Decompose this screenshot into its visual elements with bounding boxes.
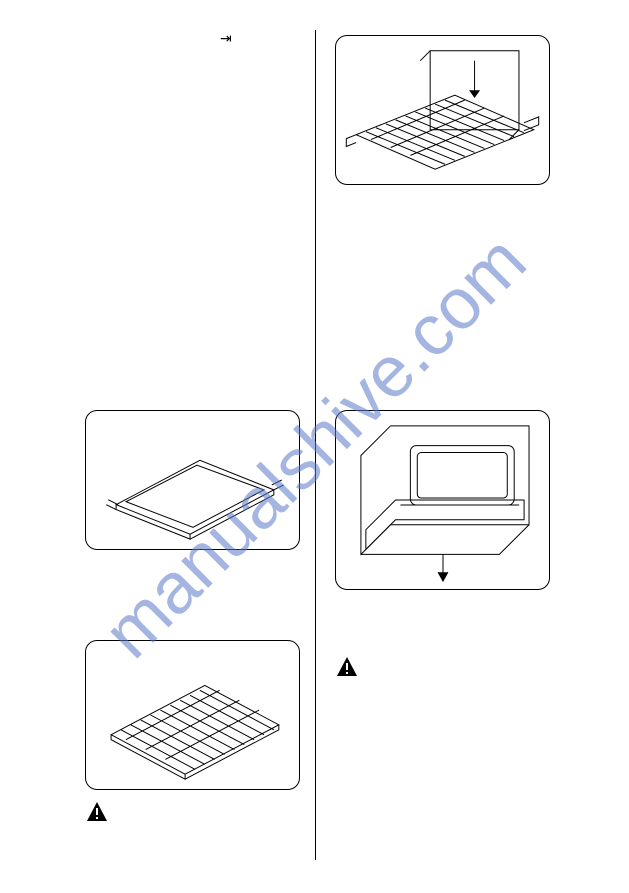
warning-icon: [335, 655, 359, 679]
figure-storage-drawer: [335, 410, 550, 590]
warning-icon: [85, 800, 109, 824]
figure-wire-shelf: [85, 640, 300, 790]
column-divider: [315, 30, 316, 860]
figure-baking-tray: [85, 410, 300, 550]
anti-tip-icon: ⇥: [220, 30, 232, 47]
figure-shelf-in-oven: [335, 35, 550, 185]
page: manualshive.com ⇥: [0, 0, 629, 893]
